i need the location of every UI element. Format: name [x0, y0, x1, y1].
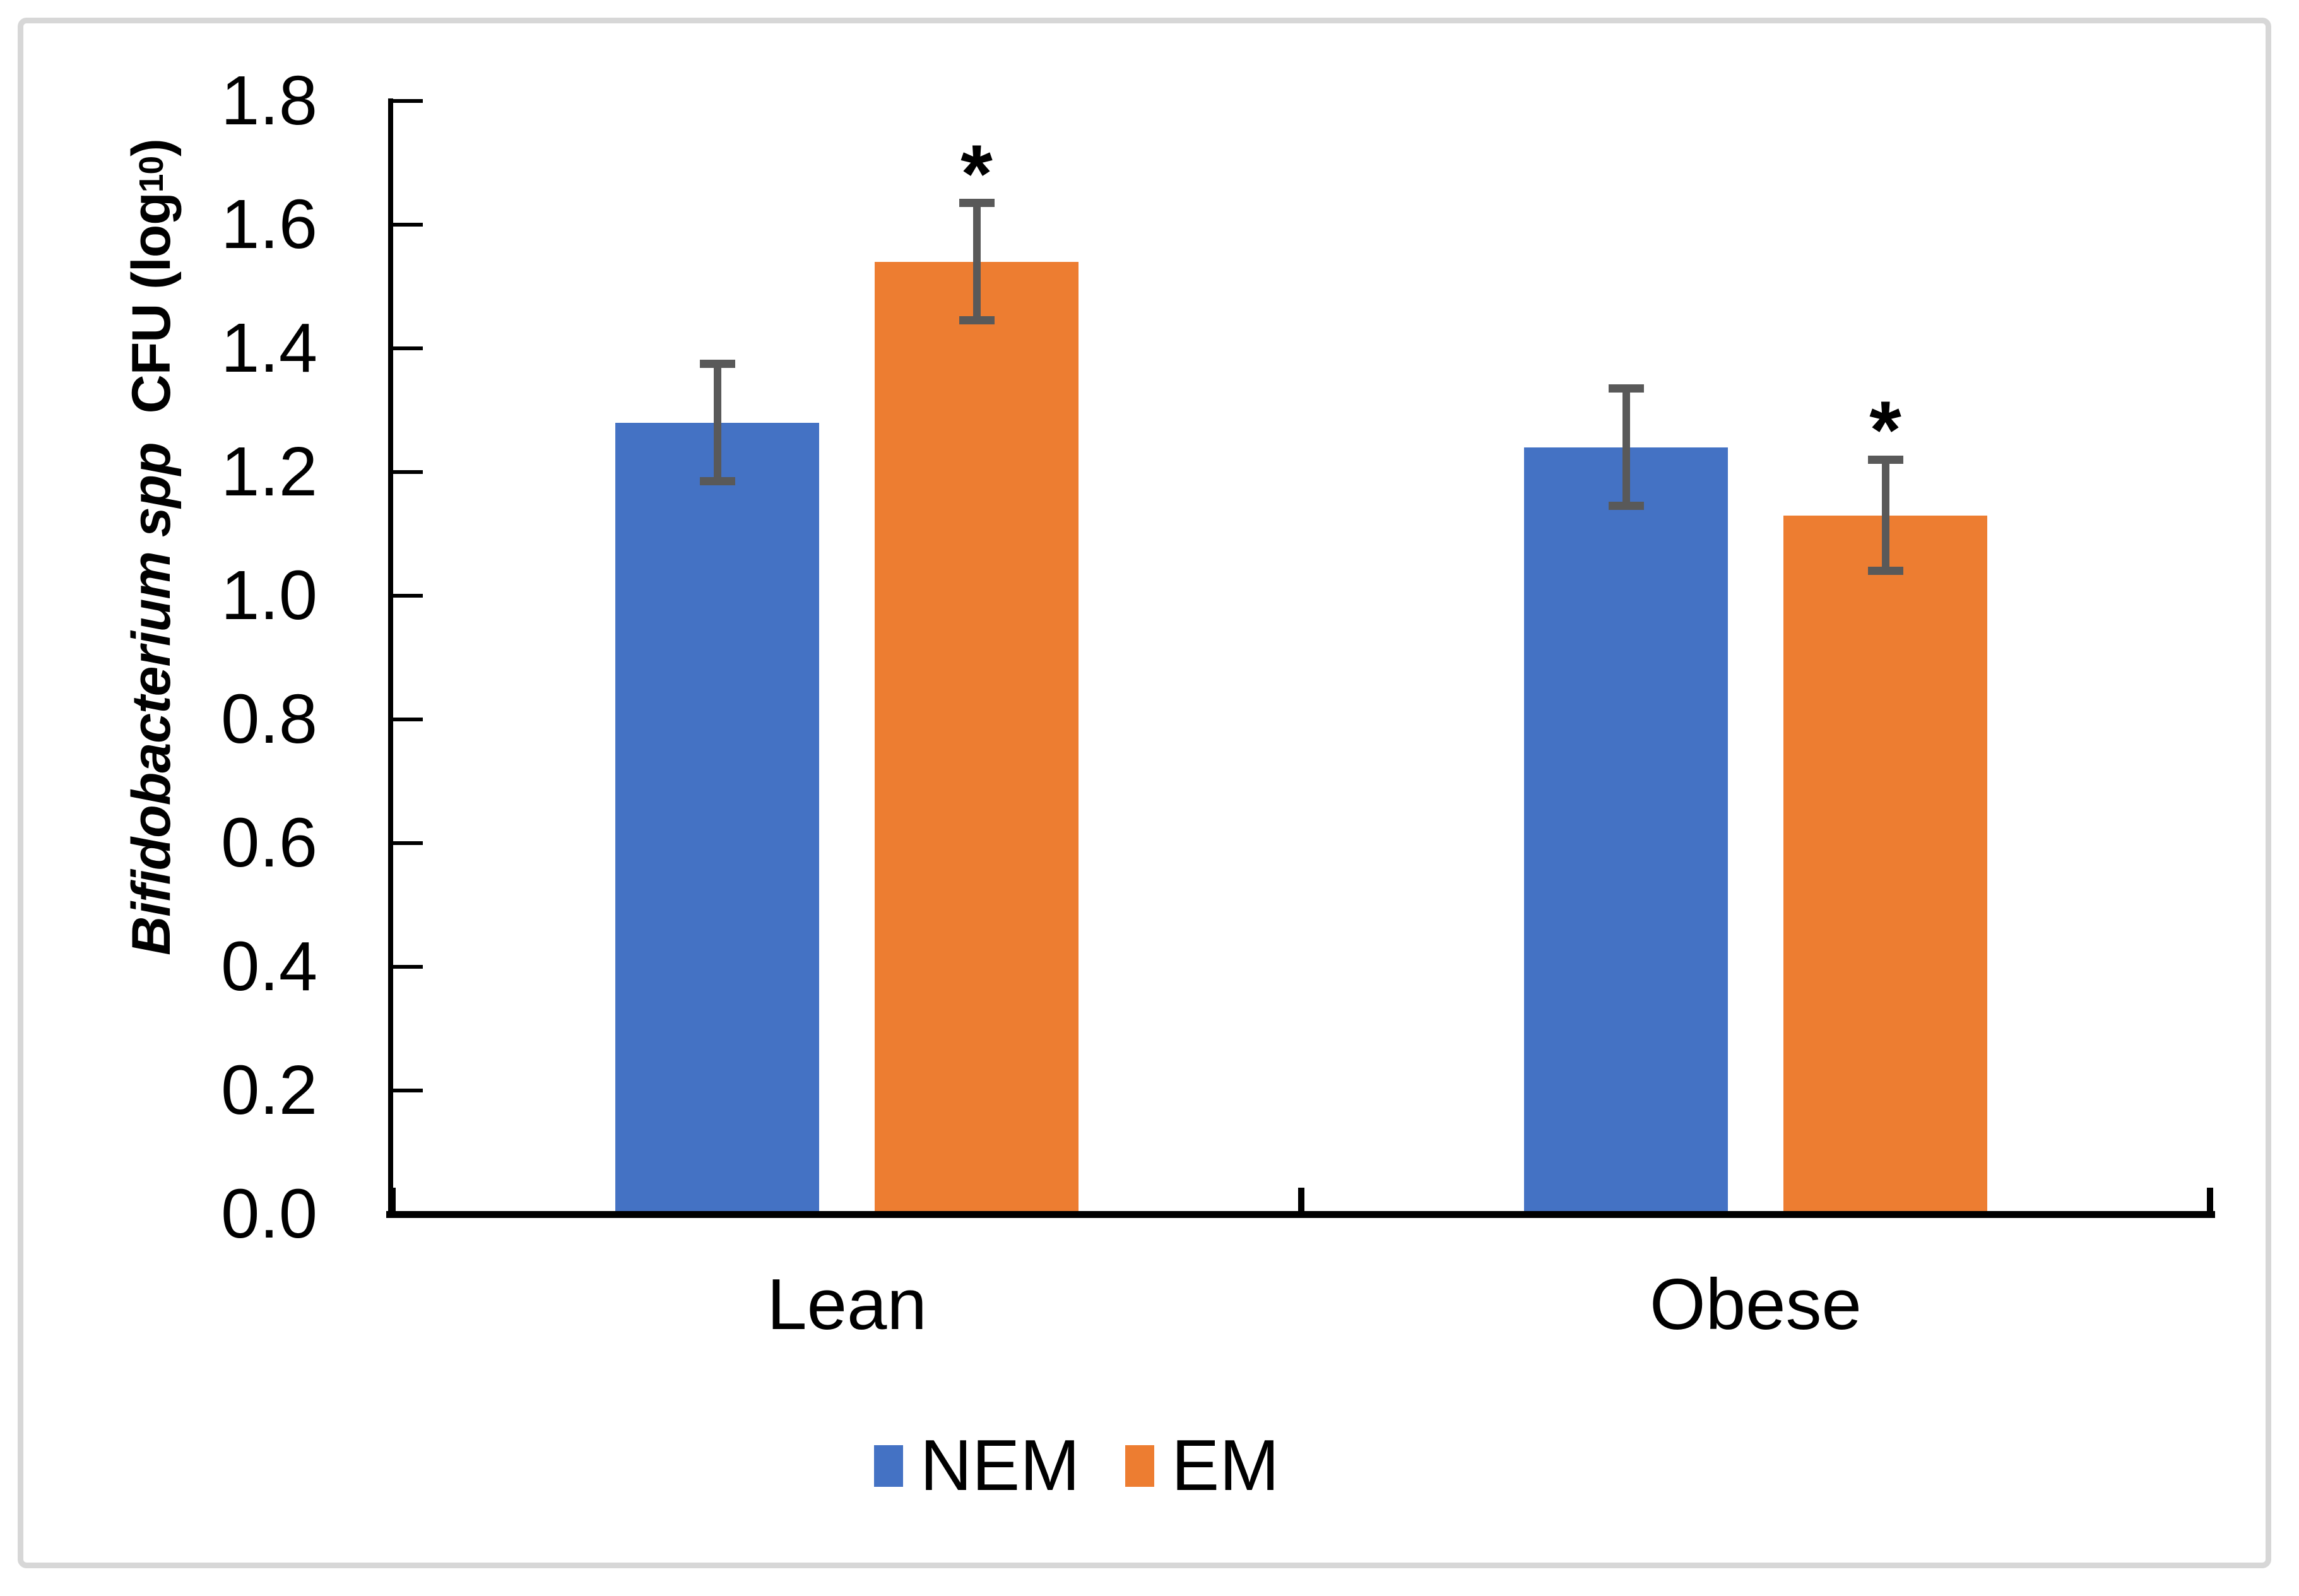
bar-nem-lean	[615, 422, 819, 1214]
legend: NEM EM	[0, 1425, 2153, 1507]
y-tick-label: 0.2	[221, 1051, 317, 1129]
y-tick-label: 1.8	[221, 62, 317, 139]
y-tick-label: 0.0	[221, 1175, 317, 1253]
error-bar-stem	[972, 203, 981, 321]
significance-asterisk: *	[960, 127, 993, 220]
y-tick-label: 1.0	[221, 557, 317, 634]
error-bar-cap-bottom	[959, 316, 995, 325]
y-tick-mark	[393, 965, 423, 969]
bar-em-obese	[1783, 515, 1987, 1214]
y-tick-label: 0.6	[221, 804, 317, 882]
y-tick-mark	[393, 718, 423, 721]
y-tick-mark	[393, 594, 423, 598]
legend-label: NEM	[919, 1426, 1080, 1506]
y-tick-mark	[393, 841, 423, 845]
y-tick-mark	[393, 223, 423, 227]
error-bar-stem	[1881, 459, 1889, 571]
x-axis-line	[386, 1211, 2215, 1218]
y-tick-mark	[393, 1089, 423, 1092]
legend-item-em: EM	[1125, 1430, 1279, 1502]
y-tick-label: 0.8	[221, 680, 317, 758]
error-bar-cap-bottom	[1867, 567, 1903, 576]
y-tick-mark	[393, 99, 423, 103]
error-bar-stem	[1622, 388, 1630, 506]
y-tick-label: 1.2	[221, 433, 317, 511]
bar-em-lean	[875, 261, 1079, 1214]
y-tick-label: 1.4	[221, 309, 317, 387]
y-tick-label: 1.6	[221, 186, 317, 263]
error-bar-cap-top	[1867, 455, 1903, 464]
figure-border	[18, 18, 2271, 1568]
bar-nem-obese	[1524, 447, 1728, 1214]
y-axis-title-subscript: 10	[133, 156, 170, 193]
legend-label: EM	[1171, 1426, 1280, 1506]
y-tick-mark	[393, 470, 423, 474]
x-tick-mark	[2207, 1188, 2213, 1214]
error-bar-cap-top	[959, 199, 995, 208]
y-axis-title-close: )	[121, 139, 182, 157]
category-label-obese: Obese	[1650, 1265, 1862, 1345]
error-bar-cap-bottom	[699, 477, 735, 486]
y-tick-label: 0.4	[221, 928, 317, 1005]
legend-marker-em	[1125, 1445, 1155, 1487]
significance-asterisk: *	[1869, 384, 1901, 476]
legend-item-nem: NEM	[873, 1426, 1080, 1506]
legend-marker-nem	[873, 1445, 903, 1487]
error-bar-cap-top	[1608, 384, 1644, 393]
error-bar-stem	[713, 364, 721, 482]
error-bar-cap-bottom	[1608, 502, 1644, 511]
category-label-lean: Lean	[767, 1265, 927, 1345]
x-tick-mark	[1298, 1188, 1304, 1214]
y-tick-mark	[393, 346, 423, 350]
y-axis-line	[388, 98, 393, 1218]
error-bar-cap-top	[699, 360, 735, 368]
